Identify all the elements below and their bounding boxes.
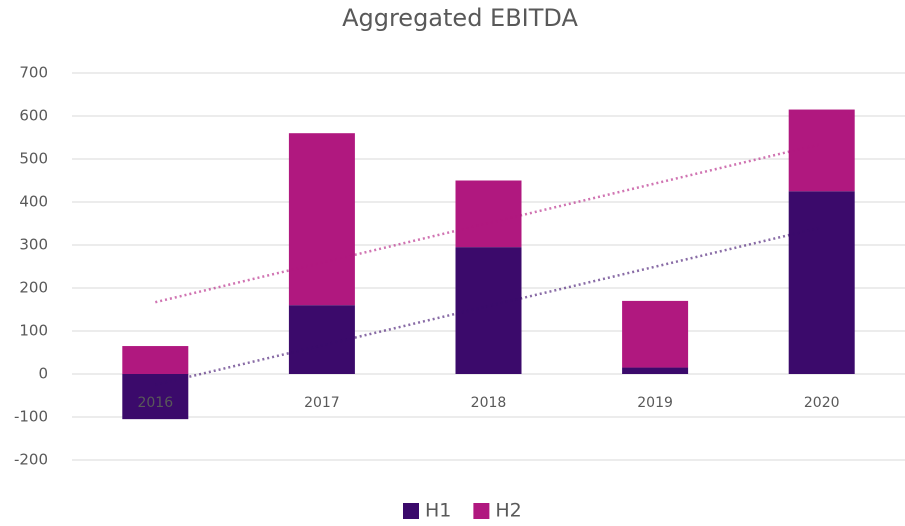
- x-tick-label: 2016: [137, 395, 173, 411]
- x-tick-label: 2017: [304, 395, 340, 411]
- x-tick-label: 2018: [471, 395, 507, 411]
- chart-title: Aggregated EBITDA: [342, 4, 578, 32]
- bar: [788, 109, 855, 192]
- y-tick-label: 300: [19, 236, 48, 254]
- bar: [455, 180, 522, 248]
- trendline: [155, 142, 822, 304]
- bar: [288, 133, 355, 306]
- bar: [455, 247, 522, 374]
- y-tick-label: 700: [19, 64, 48, 82]
- bar: [122, 346, 189, 374]
- bar: [788, 191, 855, 374]
- legend-label: H2: [495, 500, 521, 522]
- y-tick-label: 500: [19, 150, 48, 168]
- bar: [288, 305, 355, 374]
- y-tick-label: 0: [38, 365, 48, 383]
- trendline: [155, 226, 822, 386]
- x-tick-label: 2019: [637, 395, 673, 411]
- y-tick-label: 600: [19, 107, 48, 125]
- y-tick-label: 100: [19, 322, 48, 340]
- y-tick-label: -100: [14, 408, 48, 426]
- x-tick-label: 2020: [804, 395, 840, 411]
- bar: [622, 367, 689, 374]
- y-tick-label: 400: [19, 193, 48, 211]
- bar: [622, 300, 689, 368]
- y-tick-label: -200: [14, 451, 48, 469]
- bar: [122, 374, 189, 420]
- y-tick-label: 200: [19, 279, 48, 297]
- legend-swatch: [403, 503, 419, 519]
- legend-swatch: [473, 503, 490, 519]
- legend-label: H1: [425, 500, 451, 522]
